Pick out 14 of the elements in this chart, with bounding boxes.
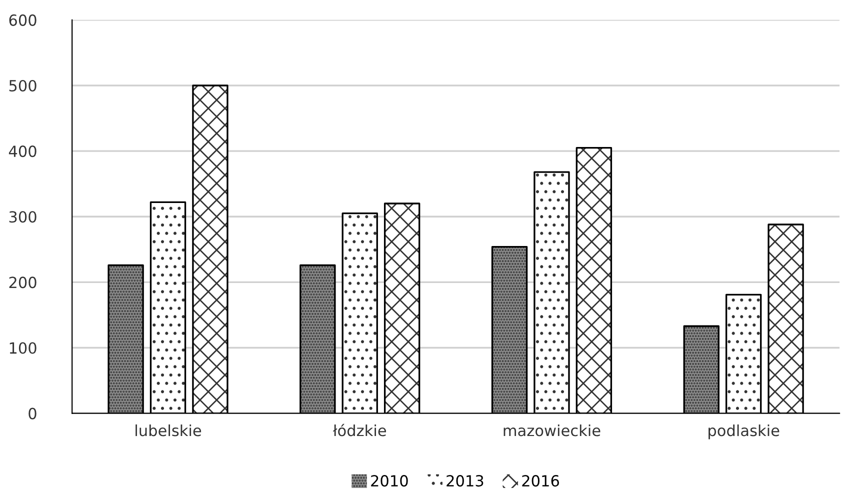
- y-tick-label: 100: [10, 342, 36, 354]
- legend-label: 2010: [371, 475, 408, 487]
- legend-label: 2013: [446, 475, 484, 487]
- y-tick-label: 400: [8, 146, 36, 158]
- y-tick-label: 300: [9, 211, 36, 223]
- y-tick-label: 200: [9, 276, 36, 288]
- x-tick-label: łódzkie: [332, 424, 386, 436]
- x-tick-label: mazowieckie: [504, 424, 600, 436]
- y-tick-label: 0: [28, 408, 36, 420]
- x-tick-label: lubelskie: [136, 424, 202, 436]
- legend-label: 2016: [522, 475, 559, 487]
- y-tick-label: 600: [9, 14, 36, 26]
- x-tick-label: podlaskie: [708, 424, 780, 440]
- y-tick-label: 500: [9, 80, 36, 92]
